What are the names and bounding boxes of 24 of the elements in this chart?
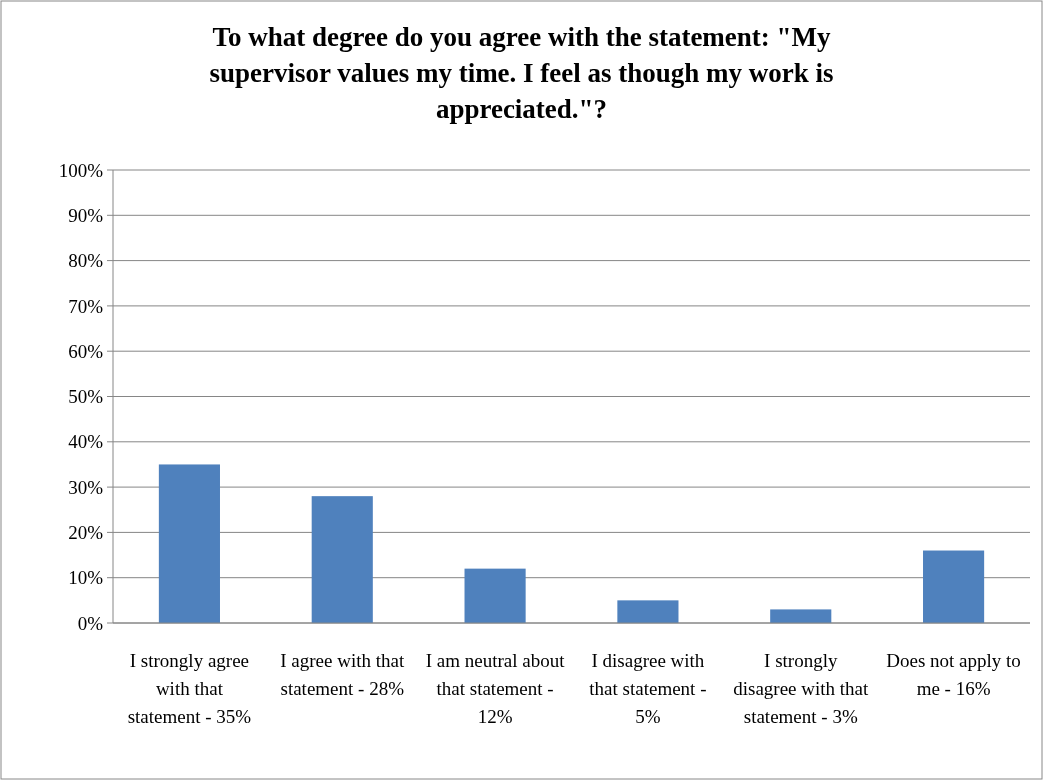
y-tick-label: 60% (68, 340, 104, 362)
bar (464, 568, 526, 623)
y-tick-label: 40% (68, 431, 104, 453)
y-tick-label: 70% (68, 295, 104, 317)
y-tick-label: 90% (68, 204, 104, 226)
bar (923, 550, 985, 623)
y-tick-label: 0% (77, 612, 104, 634)
x-tick-label: I agree with that statement - 28% (280, 650, 405, 699)
y-tick-label: 50% (68, 386, 104, 408)
y-tick-label: 80% (68, 250, 104, 272)
y-tick-label: 10% (68, 567, 104, 589)
y-tick-label: 20% (68, 522, 104, 544)
y-tick-label: 100% (58, 159, 104, 181)
bar (158, 464, 220, 623)
x-tick-label: I strongly agree with that statement - 35% (127, 650, 252, 727)
bar (770, 609, 832, 623)
x-tick-label: Does not apply to me - 16% (886, 650, 1021, 699)
x-tick-label: I disagree with that statement - 5% (589, 650, 707, 727)
y-tick-label: 30% (68, 476, 104, 498)
bar (311, 496, 373, 623)
chart-title: To what degree do you agree with the statement: "My supervisor values my time. I feel as though my work is appreciated."? (209, 22, 834, 124)
bar (617, 600, 679, 623)
x-tick-label: I strongly disagree with that statement - 3% (733, 650, 869, 727)
x-tick-label: I am neutral about that statement - 12% (425, 650, 566, 727)
